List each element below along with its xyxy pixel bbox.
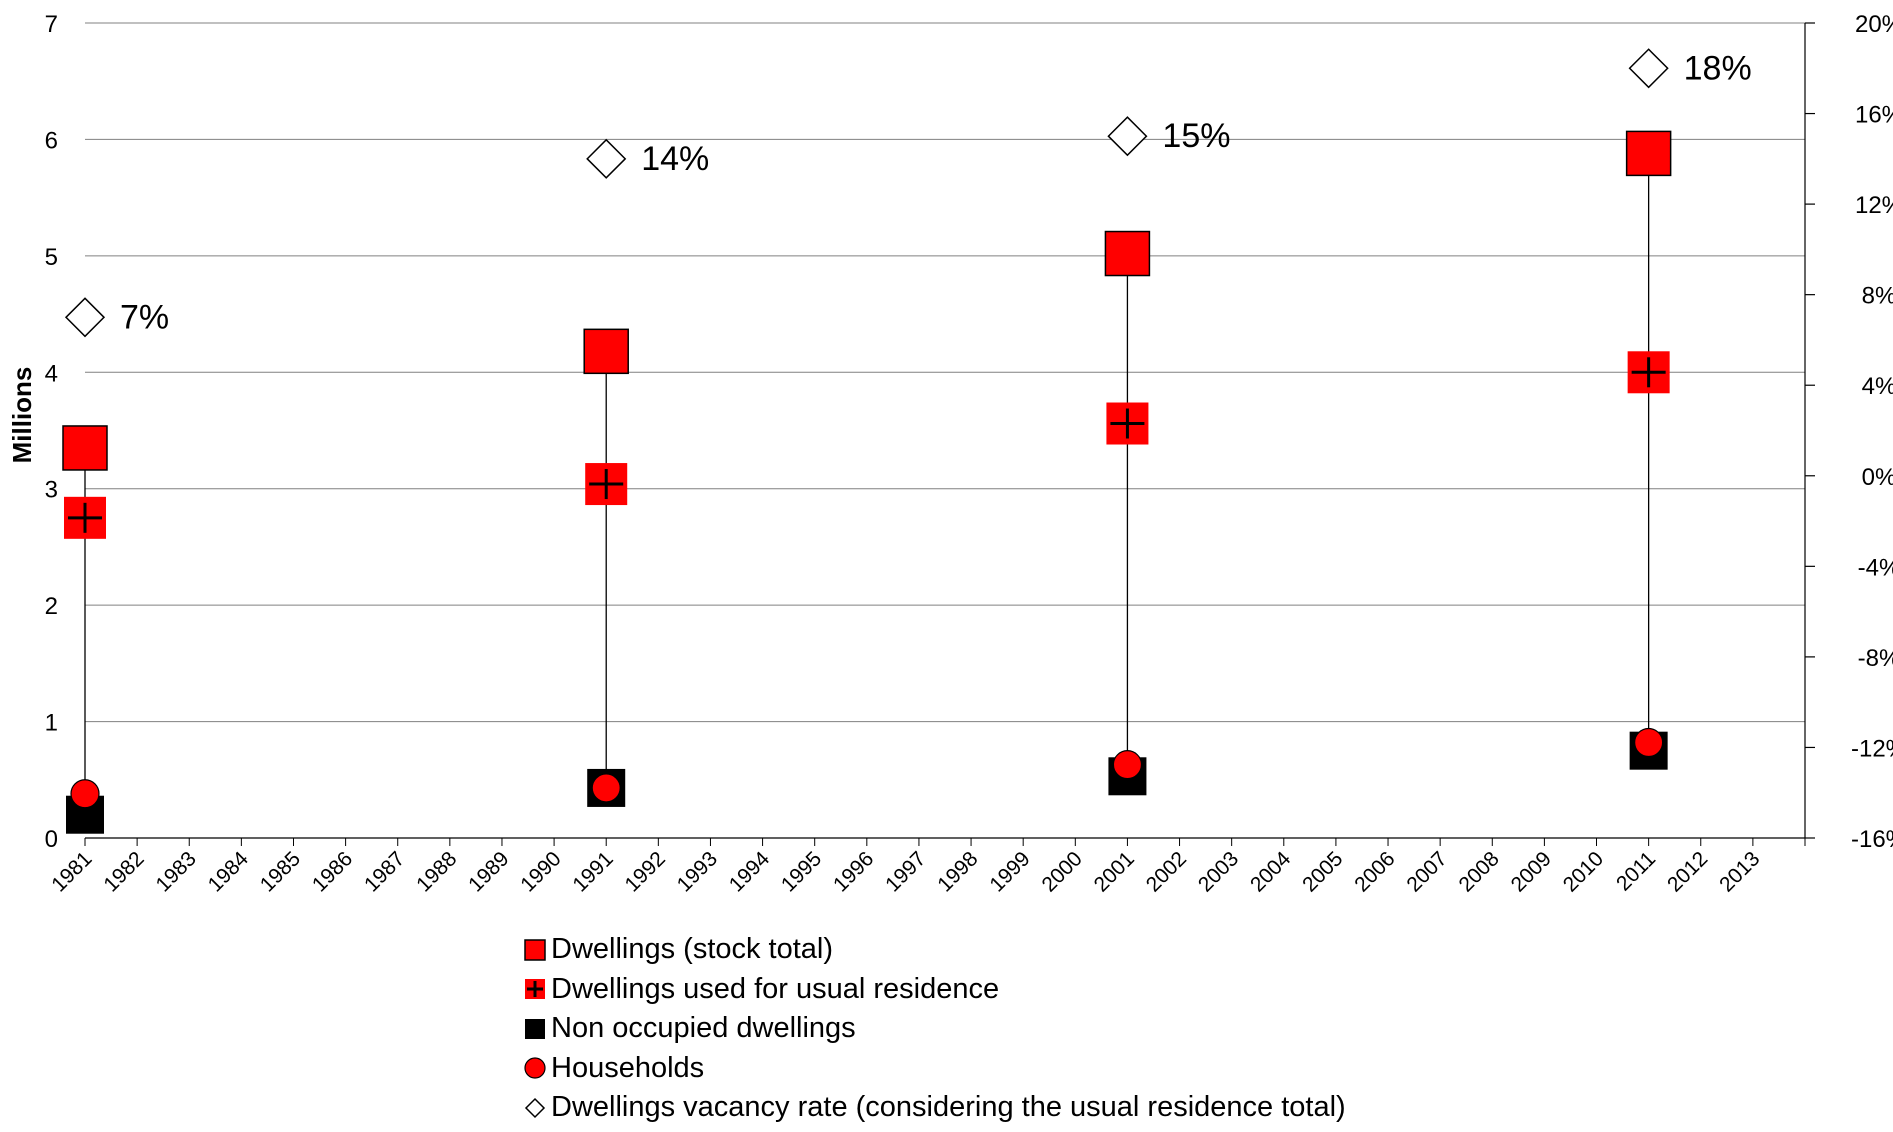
x-tick-label: 1998 bbox=[933, 847, 982, 896]
x-tick-label: 1992 bbox=[621, 847, 670, 896]
x-axis-ticks: 1981 1982 1983 1984 1985 1986 1987 1988 1989 1990… bbox=[47, 838, 1806, 897]
stock-total-marker bbox=[1104, 230, 1151, 277]
households-marker bbox=[70, 779, 100, 809]
vacancy-rate-label: 15% bbox=[1162, 117, 1230, 155]
y-tick-label: 5 bbox=[45, 244, 58, 271]
vacancy-rate-marker bbox=[1107, 116, 1148, 157]
x-tick-label: 2002 bbox=[1142, 847, 1191, 896]
y2-tick-label: 4% bbox=[1862, 373, 1893, 400]
y-tick-label: 1 bbox=[45, 710, 58, 737]
households-marker bbox=[1634, 727, 1664, 758]
red-square-cross-icon bbox=[523, 977, 547, 1001]
vacancy-rate-marker bbox=[586, 138, 627, 179]
x-tick-label: 1983 bbox=[151, 847, 200, 896]
x-tick-label: 1984 bbox=[204, 847, 254, 897]
vacancy-rate-marker bbox=[1628, 48, 1669, 89]
legend-item-households: Households bbox=[523, 1049, 1346, 1089]
vacancy-rate-marker bbox=[64, 297, 106, 338]
y-tick-label: 6 bbox=[45, 127, 58, 154]
x-tick-label: 1985 bbox=[256, 847, 305, 896]
white-diamond-icon bbox=[523, 1096, 547, 1120]
legend: Dwellings (stock total) Dwellings used f… bbox=[523, 930, 1346, 1128]
y-tick-label: 4 bbox=[45, 360, 58, 387]
x-tick-label: 2012 bbox=[1663, 847, 1712, 896]
y2-tick-label: 0% bbox=[1862, 464, 1893, 491]
y-tick-label: 7 bbox=[45, 11, 58, 38]
x-tick-label: 1987 bbox=[360, 847, 409, 896]
y2-tick-label: 12% bbox=[1855, 192, 1893, 219]
x-tick-label: 1993 bbox=[673, 847, 722, 896]
x-tick-label: 2003 bbox=[1194, 847, 1243, 896]
x-tick-label: 1982 bbox=[99, 847, 148, 896]
vacancy-rate-label: 14% bbox=[641, 140, 709, 178]
legend-label: Dwellings (stock total) bbox=[551, 933, 834, 966]
y2-tick-label: -16% bbox=[1851, 826, 1893, 853]
vacancy-rate-labels: 7% 14% 15% 18% bbox=[120, 49, 1752, 336]
y-tick-label: 3 bbox=[45, 477, 58, 504]
data-marks bbox=[62, 48, 1672, 834]
legend-item-vacancy-rate: Dwellings vacancy rate (considering the … bbox=[523, 1088, 1346, 1128]
y-tick-label: 2 bbox=[45, 593, 58, 620]
legend-item-dwellings-usual: Dwellings used for usual residence bbox=[523, 970, 1346, 1010]
x-tick-label: 2004 bbox=[1246, 847, 1296, 897]
x-tick-label: 2001 bbox=[1090, 847, 1139, 896]
legend-label: Non occupied dwellings bbox=[551, 1012, 856, 1045]
x-tick-label: 1996 bbox=[829, 847, 878, 896]
x-tick-label: 1981 bbox=[47, 847, 96, 896]
legend-item-non-occupied: Non occupied dwellings bbox=[523, 1009, 1346, 1049]
x-tick-label: 1997 bbox=[881, 847, 930, 896]
x-tick-label: 2013 bbox=[1715, 847, 1764, 896]
x-tick-label: 2009 bbox=[1507, 847, 1556, 896]
black-square-icon bbox=[523, 1017, 547, 1041]
x-tick-label: 1994 bbox=[725, 847, 775, 897]
x-tick-label: 1989 bbox=[464, 847, 513, 896]
red-square-icon bbox=[523, 938, 547, 962]
gridlines bbox=[85, 22, 1805, 723]
legend-label: Households bbox=[551, 1051, 705, 1084]
x-tick-label: 1995 bbox=[777, 847, 826, 896]
x-tick-label: 2000 bbox=[1038, 847, 1087, 896]
y-axis-right-ticks: -16% -12% -8% -4% 0% 4% 8% 12% 16% 20% bbox=[1805, 11, 1893, 853]
x-tick-label: 1986 bbox=[308, 847, 357, 896]
households-marker bbox=[1112, 750, 1143, 780]
y2-tick-label: -12% bbox=[1851, 735, 1893, 762]
y-tick-label: 0 bbox=[45, 826, 58, 853]
legend-label: Dwellings vacancy rate (considering the … bbox=[551, 1091, 1346, 1124]
x-tick-label: 2010 bbox=[1559, 847, 1608, 896]
y2-tick-label: 8% bbox=[1862, 283, 1893, 310]
x-tick-label: 2006 bbox=[1350, 847, 1399, 896]
stock-total-marker bbox=[62, 425, 108, 471]
x-tick-label: 1990 bbox=[516, 847, 565, 896]
legend-label: Dwellings used for usual residence bbox=[551, 972, 1000, 1005]
vacancy-rate-label: 7% bbox=[120, 298, 169, 336]
x-tick-label: 2011 bbox=[1612, 847, 1660, 895]
y-axis-label: Millions bbox=[7, 367, 37, 464]
x-tick-label: 2008 bbox=[1455, 847, 1504, 896]
x-tick-label: 2005 bbox=[1298, 847, 1347, 896]
y2-tick-label: 16% bbox=[1855, 102, 1893, 129]
x-tick-label: 1991 bbox=[568, 847, 617, 896]
axes bbox=[85, 23, 1806, 839]
x-tick-label: 1988 bbox=[412, 847, 461, 896]
red-circle-icon bbox=[523, 1056, 547, 1080]
vacancy-rate-label: 18% bbox=[1684, 49, 1752, 87]
y2-tick-label: 20% bbox=[1855, 11, 1893, 38]
y2-tick-label: -4% bbox=[1858, 554, 1893, 581]
x-tick-label: 2007 bbox=[1402, 847, 1451, 896]
stock-total-marker bbox=[583, 328, 629, 375]
y-axis-left-ticks: 0 1 2 3 4 5 6 7 bbox=[45, 11, 58, 853]
y2-tick-label: -8% bbox=[1858, 645, 1893, 672]
stock-total-marker bbox=[1625, 130, 1672, 177]
legend-item-dwellings-stock: Dwellings (stock total) bbox=[523, 930, 1346, 970]
households-marker bbox=[591, 773, 621, 803]
x-tick-label: 1999 bbox=[985, 847, 1034, 896]
range-lines bbox=[84, 153, 1650, 815]
